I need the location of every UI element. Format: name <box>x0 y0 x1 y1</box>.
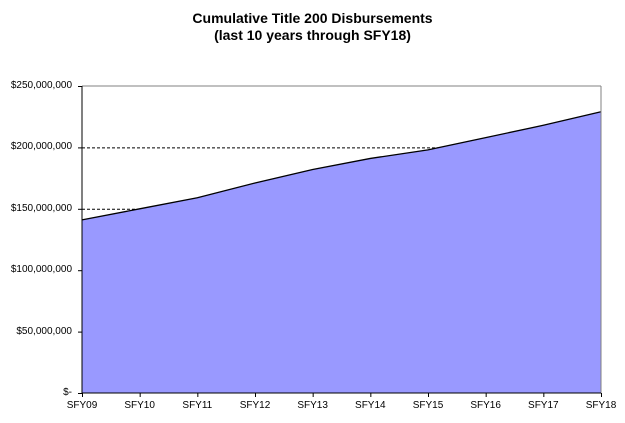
y-tick-label: $- <box>63 387 72 398</box>
y-tick-label: $50,000,000 <box>16 325 72 337</box>
y-tick-label: $100,000,000 <box>10 264 72 276</box>
area-series <box>82 111 601 394</box>
x-tick-label: SFY13 <box>297 400 328 411</box>
x-tick-label: SFY18 <box>585 400 617 411</box>
x-tick-label: SFY12 <box>239 400 271 411</box>
area-series-line <box>81 111 602 221</box>
y-tick-label: $200,000,000 <box>10 141 72 153</box>
x-tick-label: SFY11 <box>182 400 213 411</box>
x-tick-label: SFY15 <box>412 400 444 411</box>
y-tick-label: $150,000,000 <box>10 202 72 214</box>
x-tick-label: SFY14 <box>355 400 386 411</box>
x-tick-label: SFY10 <box>124 400 155 411</box>
chart-title-line2: (last 10 years through SFY18) <box>214 27 411 43</box>
chart-title-line1: Cumulative Title 200 Disbursements <box>192 10 433 26</box>
x-tick-label: SFY17 <box>528 400 559 411</box>
y-tick-label: $250,000,000 <box>10 80 72 91</box>
x-tick-label: SFY16 <box>470 400 501 411</box>
y-axis-ticks <box>78 86 82 394</box>
x-axis-ticks <box>82 393 602 397</box>
x-tick-label: SFY09 <box>66 400 98 411</box>
chart-title: Cumulative Title 200 Disbursements (last… <box>0 10 625 44</box>
